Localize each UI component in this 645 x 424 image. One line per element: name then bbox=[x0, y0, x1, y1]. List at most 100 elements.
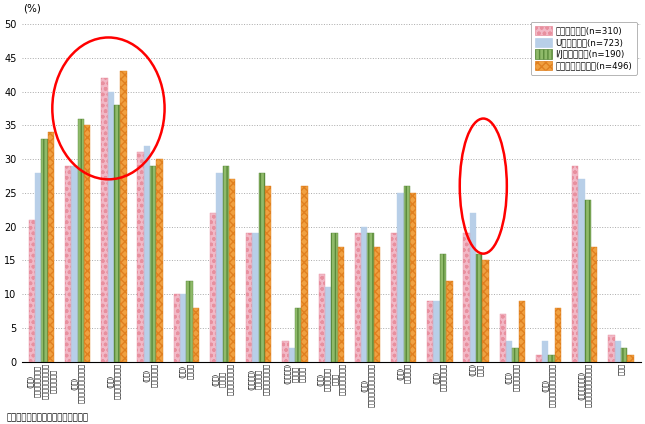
Bar bbox=[373, 247, 380, 362]
Bar bbox=[615, 341, 621, 362]
Bar bbox=[572, 166, 579, 362]
Bar bbox=[470, 213, 476, 362]
Bar bbox=[555, 308, 561, 362]
Bar bbox=[48, 132, 54, 362]
Bar bbox=[101, 78, 108, 362]
Bar bbox=[301, 186, 308, 362]
Bar bbox=[144, 145, 150, 362]
Bar bbox=[229, 179, 235, 362]
Bar bbox=[373, 247, 380, 362]
Bar bbox=[476, 254, 482, 362]
Bar bbox=[361, 226, 368, 362]
Bar bbox=[210, 213, 216, 362]
Bar bbox=[65, 166, 72, 362]
Bar bbox=[519, 301, 525, 362]
Bar bbox=[512, 348, 519, 362]
Bar bbox=[391, 233, 397, 362]
Bar bbox=[72, 166, 77, 362]
Bar bbox=[404, 186, 410, 362]
Bar bbox=[41, 139, 48, 362]
Bar bbox=[301, 186, 308, 362]
Bar bbox=[579, 179, 585, 362]
Bar bbox=[519, 301, 525, 362]
Bar bbox=[463, 233, 470, 362]
Bar bbox=[157, 159, 163, 362]
Bar bbox=[114, 105, 120, 362]
Bar bbox=[506, 341, 512, 362]
Bar bbox=[368, 233, 373, 362]
Bar bbox=[440, 254, 446, 362]
Bar bbox=[84, 125, 90, 362]
Bar bbox=[542, 341, 548, 362]
Bar bbox=[355, 233, 361, 362]
Bar bbox=[572, 166, 579, 362]
Bar bbox=[463, 233, 470, 362]
Bar bbox=[608, 335, 615, 362]
Bar bbox=[397, 193, 404, 362]
Bar bbox=[555, 308, 561, 362]
Bar bbox=[259, 173, 265, 362]
Bar bbox=[591, 247, 597, 362]
Bar bbox=[621, 348, 627, 362]
Bar bbox=[216, 173, 223, 362]
Bar bbox=[319, 274, 325, 362]
Bar bbox=[114, 105, 120, 362]
Bar bbox=[265, 186, 272, 362]
Bar bbox=[337, 247, 344, 362]
Bar bbox=[325, 287, 331, 362]
Bar bbox=[186, 281, 193, 362]
Bar bbox=[48, 132, 54, 362]
Bar bbox=[180, 294, 186, 362]
Bar bbox=[512, 348, 519, 362]
Bar bbox=[404, 186, 410, 362]
Bar bbox=[548, 355, 555, 362]
Bar bbox=[331, 233, 337, 362]
Bar bbox=[108, 92, 114, 362]
Bar bbox=[608, 335, 615, 362]
Bar bbox=[77, 119, 84, 362]
Bar bbox=[621, 348, 627, 362]
Bar bbox=[506, 341, 512, 362]
Bar bbox=[355, 233, 361, 362]
Bar bbox=[216, 173, 223, 362]
Bar bbox=[295, 308, 301, 362]
Bar bbox=[440, 254, 446, 362]
Bar bbox=[174, 294, 180, 362]
Bar bbox=[410, 193, 416, 362]
Bar bbox=[180, 294, 186, 362]
Bar bbox=[542, 341, 548, 362]
Bar bbox=[193, 308, 199, 362]
Bar bbox=[120, 71, 126, 362]
Bar bbox=[361, 226, 368, 362]
Bar bbox=[108, 92, 114, 362]
Bar bbox=[41, 139, 48, 362]
Bar bbox=[259, 173, 265, 362]
Bar bbox=[193, 308, 199, 362]
Bar bbox=[446, 281, 453, 362]
Text: (%): (%) bbox=[23, 4, 41, 14]
Bar bbox=[337, 247, 344, 362]
Bar bbox=[397, 193, 404, 362]
Bar bbox=[35, 173, 41, 362]
Bar bbox=[482, 260, 489, 362]
Bar bbox=[433, 301, 440, 362]
Bar bbox=[536, 355, 542, 362]
Bar bbox=[246, 233, 252, 362]
Bar bbox=[433, 301, 440, 362]
Bar bbox=[72, 166, 77, 362]
Bar bbox=[283, 341, 288, 362]
Bar bbox=[174, 294, 180, 362]
Bar bbox=[627, 355, 633, 362]
Bar bbox=[252, 233, 259, 362]
Bar bbox=[65, 166, 72, 362]
Bar bbox=[500, 315, 506, 362]
Bar bbox=[427, 301, 433, 362]
Bar bbox=[627, 355, 633, 362]
Bar bbox=[446, 281, 453, 362]
Bar bbox=[325, 287, 331, 362]
Bar bbox=[476, 254, 482, 362]
Bar bbox=[137, 152, 144, 362]
Bar bbox=[120, 71, 126, 362]
Bar bbox=[150, 166, 157, 362]
Bar bbox=[548, 355, 555, 362]
